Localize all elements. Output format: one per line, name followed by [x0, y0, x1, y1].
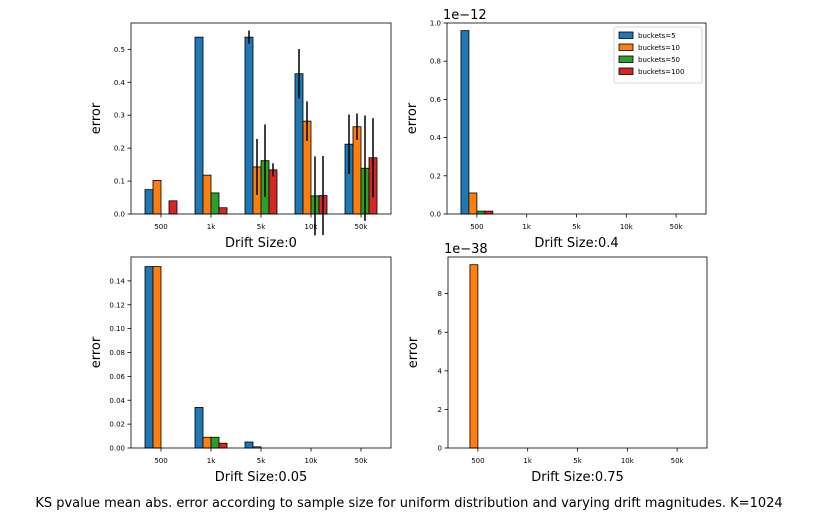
x-tick-label: 1k	[207, 223, 216, 231]
bar-s1-5k	[244, 36, 254, 215]
y-axis-label: error	[405, 102, 420, 134]
bar-s2-1k	[202, 436, 212, 449]
bar-s1-500	[144, 189, 154, 215]
y-tick-label: 0.00	[109, 445, 125, 453]
y-tick-label: 0.10	[109, 325, 125, 333]
bar-s4-500	[168, 200, 178, 215]
x-tick-label: 10k	[621, 457, 635, 465]
x-tick-label: 1k	[522, 223, 531, 231]
y-tick-label: 0.06	[109, 373, 125, 381]
y-axis-label: error	[89, 102, 104, 134]
y-axis-label: error	[406, 336, 421, 368]
legend-swatch-4	[618, 67, 634, 75]
bar-s4-5k	[268, 169, 278, 215]
bar-s2-500	[152, 180, 162, 215]
subplot-2: 0.0 0.2 0.4 0.6 0.8 1.0 500 1k 5k 10k 50k Drift Siz…	[405, 8, 707, 251]
bar-s3-500	[476, 210, 486, 215]
bar-s1-500	[460, 30, 470, 215]
bar-s1-500	[144, 266, 154, 449]
x-tick-label: 50k	[355, 457, 369, 465]
bar-s3-1k	[210, 192, 220, 215]
bar-s2-500	[469, 264, 479, 449]
y-tick-label: 0.5	[114, 46, 125, 54]
axis-offset-text: 1e−38	[444, 242, 488, 257]
legend-frame	[613, 26, 703, 84]
bar-s1-5k	[244, 441, 254, 449]
axes-frame	[447, 256, 708, 449]
y-tick-label: 0.04	[109, 397, 125, 405]
figure-caption: KS pvalue mean abs. error according to s…	[35, 496, 783, 511]
legend-swatch-1	[618, 31, 634, 39]
x-tick-label: 10k	[305, 223, 319, 231]
legend-entry-4: buckets=100	[638, 68, 684, 76]
legend-entry-2: buckets=10	[638, 44, 680, 52]
figure-canvas: 0.0 0.1 0.2 0.3 0.4 0.5 500 1k 5k 10k 50k Drift Siz…	[89, 8, 708, 485]
y-tick-label: 0.3	[114, 112, 125, 120]
axes-frame	[130, 256, 392, 449]
y-tick-label: 2	[438, 406, 442, 414]
x-tick-label: 5k	[257, 223, 266, 231]
y-tick-label: 0.0	[114, 211, 125, 219]
bar-s2-500	[152, 266, 162, 449]
bar-s2-1k	[202, 174, 212, 215]
bar-s2-500	[468, 192, 478, 215]
x-tick-label: 500	[471, 457, 484, 465]
legend-entry-3: buckets=50	[638, 56, 680, 64]
x-tick-label: 50k	[670, 223, 684, 231]
y-tick-label: 0.2	[430, 172, 441, 180]
x-tick-label: 50k	[671, 457, 685, 465]
y-tick-label: 0.1	[114, 178, 125, 186]
y-tick-label: 0.12	[109, 301, 125, 309]
y-tick-label: 0.14	[109, 277, 125, 285]
x-tick-label: 500	[154, 457, 167, 465]
bar-s3-1k	[210, 436, 220, 449]
subplot-1: 0.0 0.1 0.2 0.3 0.4 0.5 500 1k 5k 10k 50k Drift Siz…	[89, 22, 392, 251]
x-tick-label: 5k	[573, 457, 582, 465]
x-tick-label: 500	[154, 223, 167, 231]
x-tick-label: 10k	[620, 223, 634, 231]
y-tick-label: 0.02	[109, 421, 125, 429]
y-tick-label: 0.4	[430, 134, 442, 142]
y-tick-label: 8	[438, 290, 442, 298]
y-tick-label: 1.0	[430, 20, 441, 28]
y-tick-label: 0.8	[430, 58, 441, 66]
bar-s1-1k	[194, 407, 204, 449]
y-tick-label: 0.2	[114, 145, 125, 153]
x-tick-label: 10k	[305, 457, 319, 465]
x-tick-label: 50k	[355, 223, 369, 231]
x-tick-label: 5k	[257, 457, 266, 465]
legend-swatch-2	[618, 43, 634, 51]
x-axis-label: Drift Size:0	[225, 236, 297, 251]
y-tick-label: 0.6	[430, 96, 442, 104]
y-tick-label: 6	[438, 329, 443, 337]
x-axis-label: Drift Size:0.75	[531, 470, 624, 485]
axis-offset-text: 1e−12	[443, 8, 487, 23]
y-tick-label: 4	[438, 367, 443, 375]
x-axis-label: Drift Size:0.05	[215, 470, 308, 485]
y-tick-label: 0	[438, 445, 442, 453]
x-tick-label: 500	[470, 223, 483, 231]
y-axis-label: error	[89, 336, 104, 368]
x-tick-label: 5k	[572, 223, 581, 231]
legend: buckets=5 buckets=10 buckets=50 buckets=100	[613, 26, 703, 84]
bar-s4-500	[484, 210, 494, 215]
y-tick-label: 0.0	[430, 211, 441, 219]
bar-s1-1k	[194, 36, 204, 215]
bar-s4-1k	[218, 442, 228, 449]
bar-s4-1k	[218, 207, 228, 215]
y-tick-label: 0.08	[109, 349, 125, 357]
x-tick-label: 1k	[523, 457, 532, 465]
legend-swatch-3	[618, 55, 634, 63]
legend-entry-1: buckets=5	[638, 32, 676, 40]
x-axis-label: Drift Size:0.4	[534, 236, 618, 251]
subplot-3: 0.00 0.02 0.04 0.06 0.08 0.10 0.12 0.14 500 1k 5k 1…	[89, 256, 392, 485]
x-tick-label: 1k	[207, 457, 216, 465]
subplot-4: 0 2 4 6 8 500 1k 5k 10k 50k Drift Size:0.75 error 1e…	[406, 242, 708, 485]
y-tick-label: 0.4	[114, 79, 126, 87]
